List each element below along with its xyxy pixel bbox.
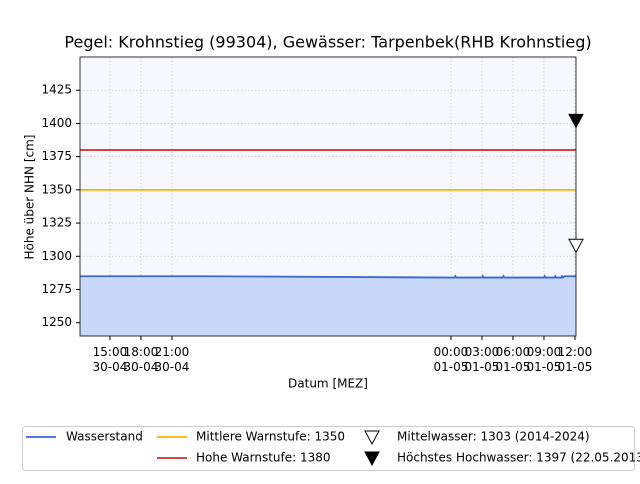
x-tick-time: 21:00 — [155, 345, 190, 359]
x-tick-label: 15:00 30-04 — [93, 345, 128, 374]
x-tick-time: 09:00 — [527, 345, 562, 359]
x-tick-time: 15:00 — [93, 345, 128, 359]
legend-label: Höchstes Hochwasser: 1397 (22.05.2013) — [397, 451, 640, 465]
chart-title: Pegel: Krohnstieg (99304), Gewässer: Tar… — [64, 33, 591, 52]
y-axis-label: Höhe über NHN [cm] — [23, 135, 37, 260]
area — [80, 276, 576, 336]
y-tick-label: 1275 — [41, 282, 72, 296]
x-tick-label: 09:00 01-05 — [527, 345, 562, 374]
x-tick-time: 03:00 — [465, 345, 500, 359]
y-tick-label: 1325 — [41, 216, 72, 230]
plot-frame — [79, 56, 577, 337]
y-tick-label: 1350 — [41, 182, 72, 196]
legend-label: Wasserstand — [66, 430, 143, 444]
legend-label: Mittlere Warnstufe: 1350 — [196, 430, 345, 444]
y-tick-label: 1375 — [41, 149, 72, 163]
x-tick-time: 00:00 — [434, 345, 469, 359]
x-tick-date: 01-05 — [434, 360, 469, 374]
x-tick-date: 30-04 — [124, 360, 159, 374]
x-tick-date: 01-05 — [527, 360, 562, 374]
marker — [568, 238, 584, 254]
x-tick-date: 01-05 — [496, 360, 531, 374]
x-tick-time: 06:00 — [496, 345, 531, 359]
x-tick-label: 18:00 30-04 — [124, 345, 159, 374]
x-tick-time: 18:00 — [124, 345, 159, 359]
x-tick-label: 21:00 30-04 — [155, 345, 190, 374]
legend-swatch — [364, 430, 380, 446]
x-tick-date: 30-04 — [93, 360, 128, 374]
x-tick-label: 12:00 01-05 — [558, 345, 593, 374]
y-tick-label: 1300 — [41, 249, 72, 263]
x-tick-label: 00:00 01-05 — [434, 345, 469, 374]
y-tick-label: 1425 — [41, 83, 72, 97]
x-tick-time: 12:00 — [558, 345, 593, 359]
x-axis-label: Datum [MEZ] — [288, 377, 368, 391]
x-tick-label: 06:00 01-05 — [496, 345, 531, 374]
y-tick-label: 1250 — [41, 315, 72, 329]
y-tick-label: 1400 — [41, 116, 72, 130]
x-tick-date: 01-05 — [465, 360, 500, 374]
legend-label: Hohe Warnstufe: 1380 — [196, 451, 331, 465]
legend-label: Mittelwasser: 1303 (2014-2024) — [397, 430, 590, 444]
legend-swatch — [364, 451, 380, 467]
x-tick-label: 03:00 01-05 — [465, 345, 500, 374]
x-tick-date: 30-04 — [155, 360, 190, 374]
x-tick-date: 01-05 — [558, 360, 593, 374]
marker — [568, 113, 584, 129]
series-line — [80, 274, 576, 279]
